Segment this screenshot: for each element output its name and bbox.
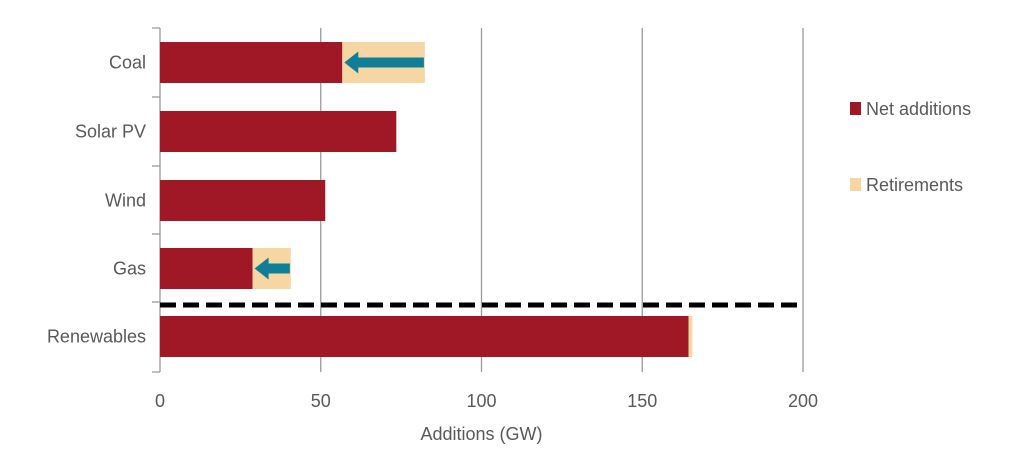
category-label: Coal — [109, 53, 146, 73]
legend-swatch — [850, 102, 861, 115]
category-label: Wind — [105, 191, 146, 211]
retirement-arrow-icon — [254, 257, 290, 280]
legend-swatch — [850, 178, 861, 191]
category-label: Gas — [113, 259, 146, 279]
bar-retirements — [688, 316, 693, 357]
bar-net-additions — [160, 316, 689, 357]
x-tick-label: 100 — [466, 391, 496, 411]
legend-label: Net additions — [866, 99, 971, 119]
legend-label: Retirements — [866, 175, 963, 195]
x-tick-label: 150 — [627, 391, 657, 411]
category-label: Solar PV — [75, 122, 146, 142]
retirement-arrow-icon — [344, 51, 424, 74]
bar-net-additions — [160, 111, 397, 152]
bar-net-additions — [160, 180, 326, 221]
x-tick-label: 200 — [788, 391, 818, 411]
x-tick-label: 50 — [311, 391, 331, 411]
x-tick-label: 0 — [155, 391, 165, 411]
x-axis-title: Additions (GW) — [420, 424, 542, 444]
bar-net-additions — [160, 248, 253, 289]
bar-net-additions — [160, 42, 343, 83]
category-label: Renewables — [47, 327, 146, 347]
